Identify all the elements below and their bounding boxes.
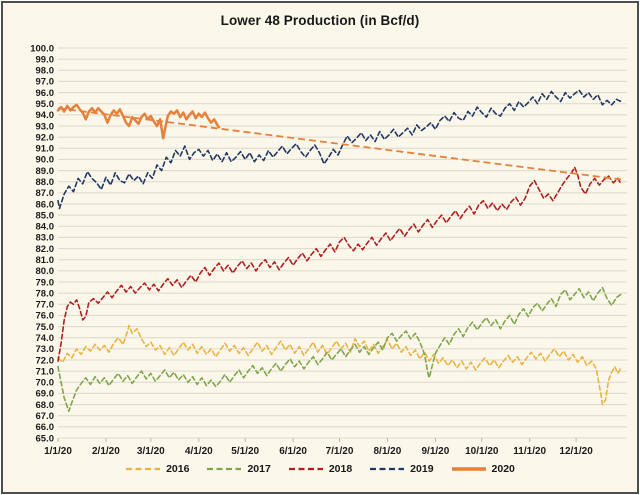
plot-area: 100.099.098.097.096.095.094.093.092.091.… [30, 43, 627, 457]
y-tick-label: 82.0 [36, 244, 55, 255]
y-tick-label: 79.0 [36, 277, 55, 288]
y-tick-label: 95.0 [36, 99, 55, 110]
y-tick-label: 100.0 [30, 43, 54, 54]
series-line-2016 [57, 324, 622, 406]
x-tick-label: 5/1/20 [231, 446, 259, 457]
series-line-2019 [57, 89, 622, 210]
x-tick-label: 6/1/20 [279, 446, 307, 457]
series-line-2018 [57, 166, 622, 362]
x-tick-label: 7/1/20 [326, 446, 354, 457]
y-tick-label: 93.0 [36, 121, 55, 132]
legend: 2016 2017 2018 2019 2020 [3, 463, 637, 475]
y-tick-label: 91.0 [36, 144, 55, 155]
y-tick-label: 97.0 [36, 77, 55, 88]
x-tick-label: 8/1/20 [373, 446, 401, 457]
legend-item-2016: 2016 [125, 463, 189, 475]
legend-label: 2020 [491, 463, 515, 475]
series-line-2020 [56, 103, 221, 140]
y-tick-label: 78.0 [36, 288, 55, 299]
legend-label: 2018 [328, 463, 353, 475]
x-tick-label: 4/1/20 [185, 446, 213, 457]
series-line-2017 [57, 286, 622, 413]
y-tick-label: 86.0 [36, 199, 55, 210]
y-tick-label: 98.0 [36, 66, 55, 77]
legend-swatch-2017 [207, 467, 242, 471]
y-tick-label: 96.0 [36, 88, 55, 99]
legend-item-2020: 2020 [451, 463, 515, 475]
trendline-2020 [57, 107, 622, 181]
y-tick-label: 75.0 [36, 322, 55, 333]
legend-swatch-2016 [126, 467, 161, 471]
legend-swatch-2018 [288, 467, 323, 471]
y-tick-label: 71.0 [36, 366, 55, 377]
y-tick-label: 99.0 [36, 54, 55, 65]
y-tick-label: 73.0 [36, 344, 55, 355]
y-tick-label: 66.0 [36, 422, 55, 433]
y-tick-label: 74.0 [36, 333, 55, 344]
y-tick-label: 89.0 [36, 166, 55, 177]
y-tick-label: 76.0 [36, 311, 55, 322]
y-tick-label: 85.0 [36, 210, 55, 221]
y-tick-label: 69.0 [36, 389, 55, 400]
legend-swatch-2020 [451, 467, 486, 471]
legend-label: 2019 [410, 463, 434, 475]
y-tick-label: 72.0 [36, 355, 55, 366]
y-tick-label: 90.0 [36, 155, 55, 166]
x-tick-label: 12/1/20 [559, 446, 593, 457]
legend-item-2019: 2019 [369, 463, 434, 475]
chart-title: Lower 48 Production (in Bcf/d) [220, 13, 420, 28]
x-tick-label: 2/1/20 [92, 446, 120, 457]
x-tick-label: 1/1/20 [44, 446, 72, 457]
y-tick-label: 94.0 [36, 110, 55, 121]
y-tick-label: 77.0 [36, 300, 55, 311]
legend-item-2018: 2018 [288, 463, 352, 475]
y-tick-label: 80.0 [36, 266, 55, 277]
x-tick-label: 10/1/20 [465, 446, 499, 457]
y-tick-label: 92.0 [36, 132, 55, 143]
y-tick-label: 84.0 [36, 222, 55, 233]
legend-swatch-2019 [370, 467, 405, 471]
y-tick-label: 87.0 [36, 188, 55, 199]
y-tick-label: 70.0 [36, 378, 55, 389]
y-tick-label: 68.0 [36, 400, 55, 411]
legend-label: 2016 [166, 463, 190, 475]
x-tick-label: 9/1/20 [421, 446, 449, 457]
y-tick-label: 83.0 [36, 233, 55, 244]
y-tick-label: 67.0 [36, 411, 55, 422]
x-tick-label: 3/1/20 [137, 446, 165, 457]
x-tick-label: 11/1/20 [513, 446, 546, 457]
y-tick-label: 81.0 [36, 255, 55, 266]
y-tick-label: 65.0 [36, 433, 55, 444]
legend-label: 2017 [247, 463, 271, 475]
legend-item-2017: 2017 [206, 463, 271, 475]
y-tick-label: 88.0 [36, 177, 55, 188]
